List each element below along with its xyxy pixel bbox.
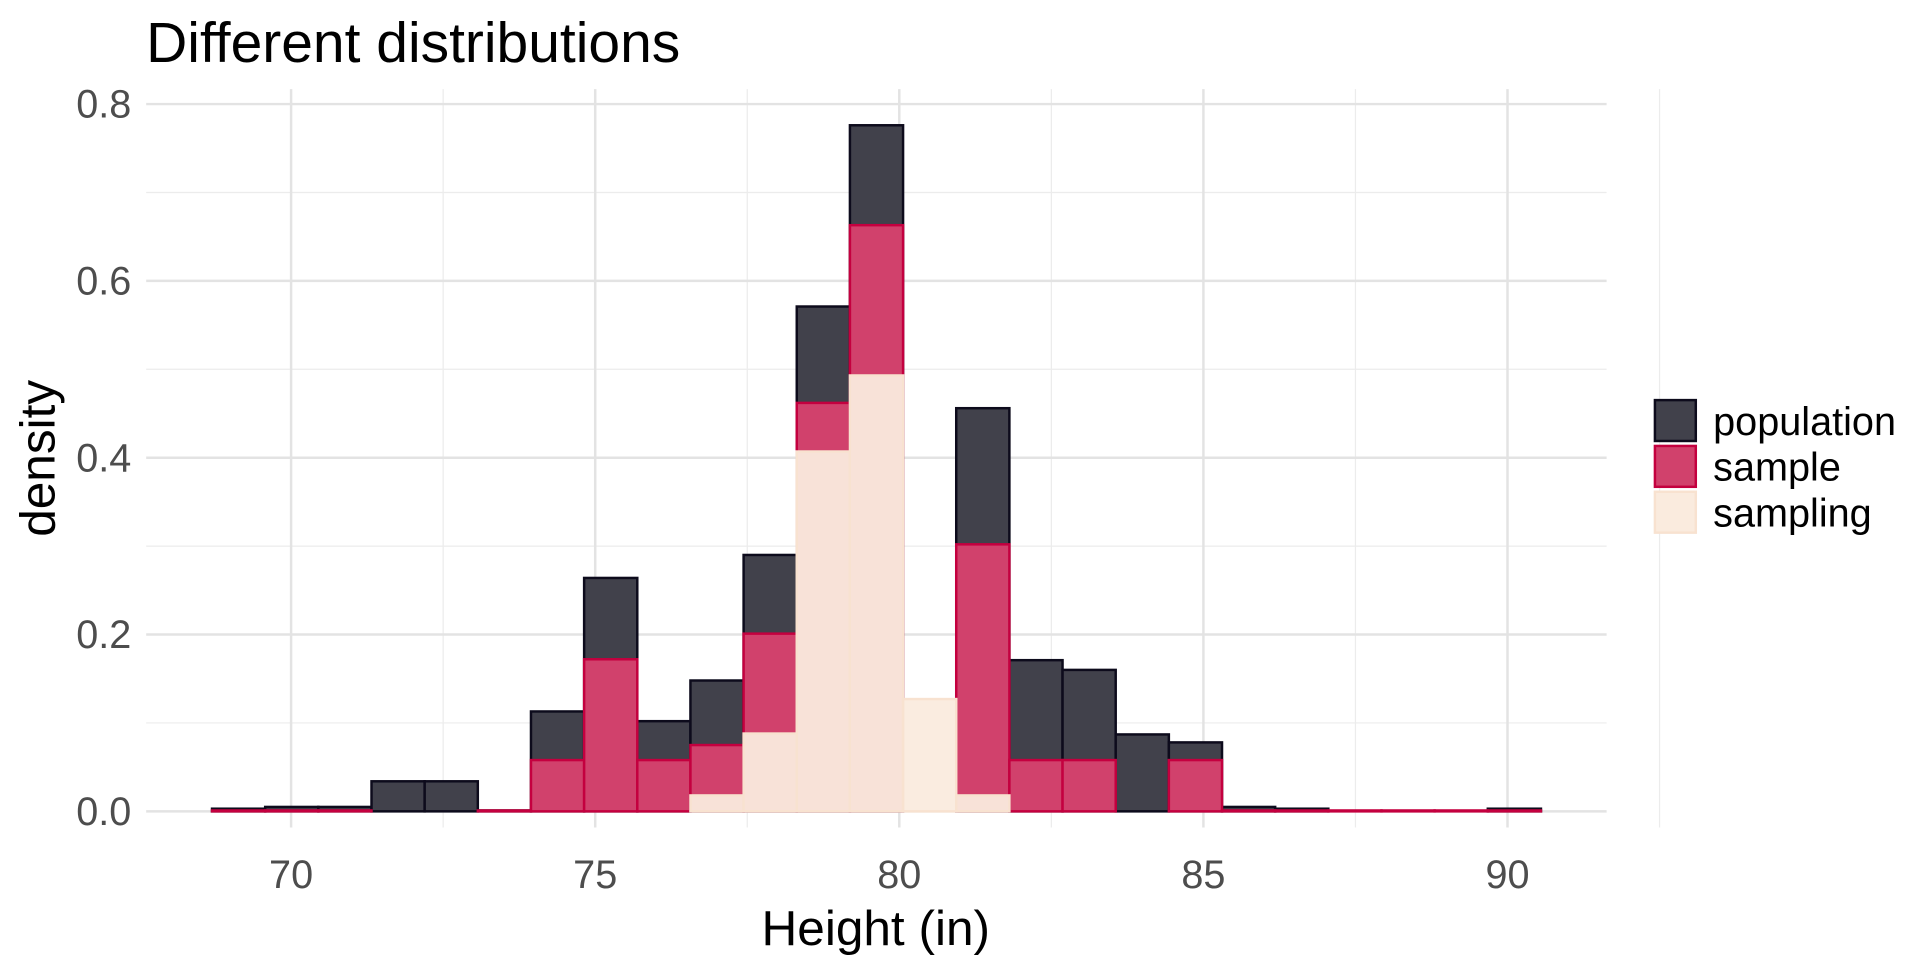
bar-sample-19 bbox=[1220, 809, 1277, 813]
y-axis-label: density bbox=[11, 380, 66, 537]
bar-sample-1 bbox=[263, 809, 320, 813]
bar-sample-18 bbox=[1167, 758, 1224, 813]
bar-sample-5 bbox=[476, 809, 533, 813]
bar-sample-24 bbox=[1486, 809, 1543, 813]
bar-population-17 bbox=[1114, 733, 1171, 813]
bar-sampling-13 bbox=[901, 697, 958, 813]
bar-sampling-10 bbox=[742, 732, 798, 813]
bar-sample-16 bbox=[1061, 758, 1117, 813]
y-tick-labels: 0.0 0.2 0.4 0.6 0.8 bbox=[76, 83, 131, 834]
y-tick-label: 0.8 bbox=[76, 83, 131, 127]
bar-population-3 bbox=[370, 780, 426, 813]
bar-population-4 bbox=[423, 780, 480, 813]
chart-title: Different distributions bbox=[146, 11, 680, 75]
bar-sample-7 bbox=[582, 658, 639, 813]
x-tick-labels: 70 75 80 85 90 bbox=[269, 853, 1529, 897]
bar-sample-22 bbox=[1380, 809, 1436, 813]
y-tick-label: 0.2 bbox=[76, 613, 131, 657]
bar-sample-6 bbox=[529, 758, 586, 813]
bar-sample-21 bbox=[1327, 809, 1383, 813]
bar-sample-8 bbox=[636, 758, 692, 813]
legend-key-population bbox=[1653, 398, 1698, 443]
legend-key-sampling bbox=[1653, 490, 1698, 534]
bar-sampling-11 bbox=[795, 450, 852, 813]
bar-sample-23 bbox=[1433, 809, 1490, 813]
bars bbox=[210, 124, 1543, 813]
y-tick-label: 0.4 bbox=[76, 436, 131, 480]
y-tick-label: 0.0 bbox=[76, 790, 131, 834]
x-tick-label: 85 bbox=[1181, 853, 1225, 897]
bar-sample-0 bbox=[210, 809, 267, 813]
bar-sample-20 bbox=[1273, 809, 1330, 813]
legend-label-population: population bbox=[1713, 400, 1896, 444]
x-tick-label: 75 bbox=[573, 853, 617, 897]
bar-sampling-12 bbox=[848, 374, 905, 813]
bar-sampling-14 bbox=[954, 794, 1011, 813]
legend-key-sample bbox=[1653, 444, 1698, 489]
x-tick-label: 90 bbox=[1485, 853, 1529, 897]
bar-sample-15 bbox=[1008, 758, 1064, 813]
bar-sampling-9 bbox=[689, 794, 745, 813]
legend-label-sample: sample bbox=[1713, 446, 1841, 490]
y-tick-label: 0.6 bbox=[76, 260, 131, 304]
bar-sample-2 bbox=[317, 809, 373, 813]
x-tick-label: 70 bbox=[269, 853, 313, 897]
bar-sample-14 bbox=[954, 543, 1011, 813]
x-tick-label: 80 bbox=[877, 853, 921, 897]
legend-label-sampling: sampling bbox=[1713, 491, 1872, 535]
x-axis-label: Height (in) bbox=[762, 901, 990, 956]
